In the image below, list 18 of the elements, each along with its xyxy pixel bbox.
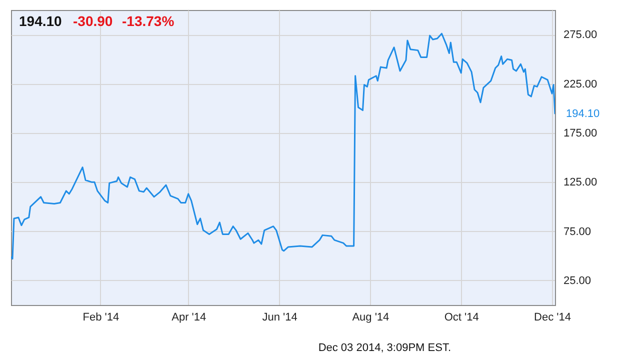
y-tick-label: 175.00 bbox=[564, 127, 598, 140]
line-series bbox=[11, 32, 555, 260]
annotation: 194.10 bbox=[19, 13, 62, 29]
y-tick-label: 75.00 bbox=[564, 226, 592, 238]
x-tick-label: Feb '14 bbox=[82, 312, 120, 324]
y-tick-label: 125.00 bbox=[564, 176, 598, 189]
x-tick-label: Aug '14 bbox=[352, 312, 390, 324]
x-tick-label: Jun '14 bbox=[262, 312, 298, 324]
x-tick-label: Oct '14 bbox=[444, 312, 479, 324]
y-tick-label: 25.00 bbox=[564, 274, 592, 287]
y-tick-label: 275.00 bbox=[564, 29, 598, 42]
annotation: -30.90 bbox=[73, 13, 113, 29]
x-tick-label: Apr '14 bbox=[172, 312, 206, 324]
text: Dec 03 2014, 3:09PM EST. bbox=[318, 342, 451, 354]
y-tick-label: 225.00 bbox=[564, 78, 598, 90]
annotation: 194.10 bbox=[566, 108, 600, 120]
x-tick-label: Dec '14 bbox=[534, 312, 571, 324]
annotation: -13.73% bbox=[122, 13, 175, 29]
